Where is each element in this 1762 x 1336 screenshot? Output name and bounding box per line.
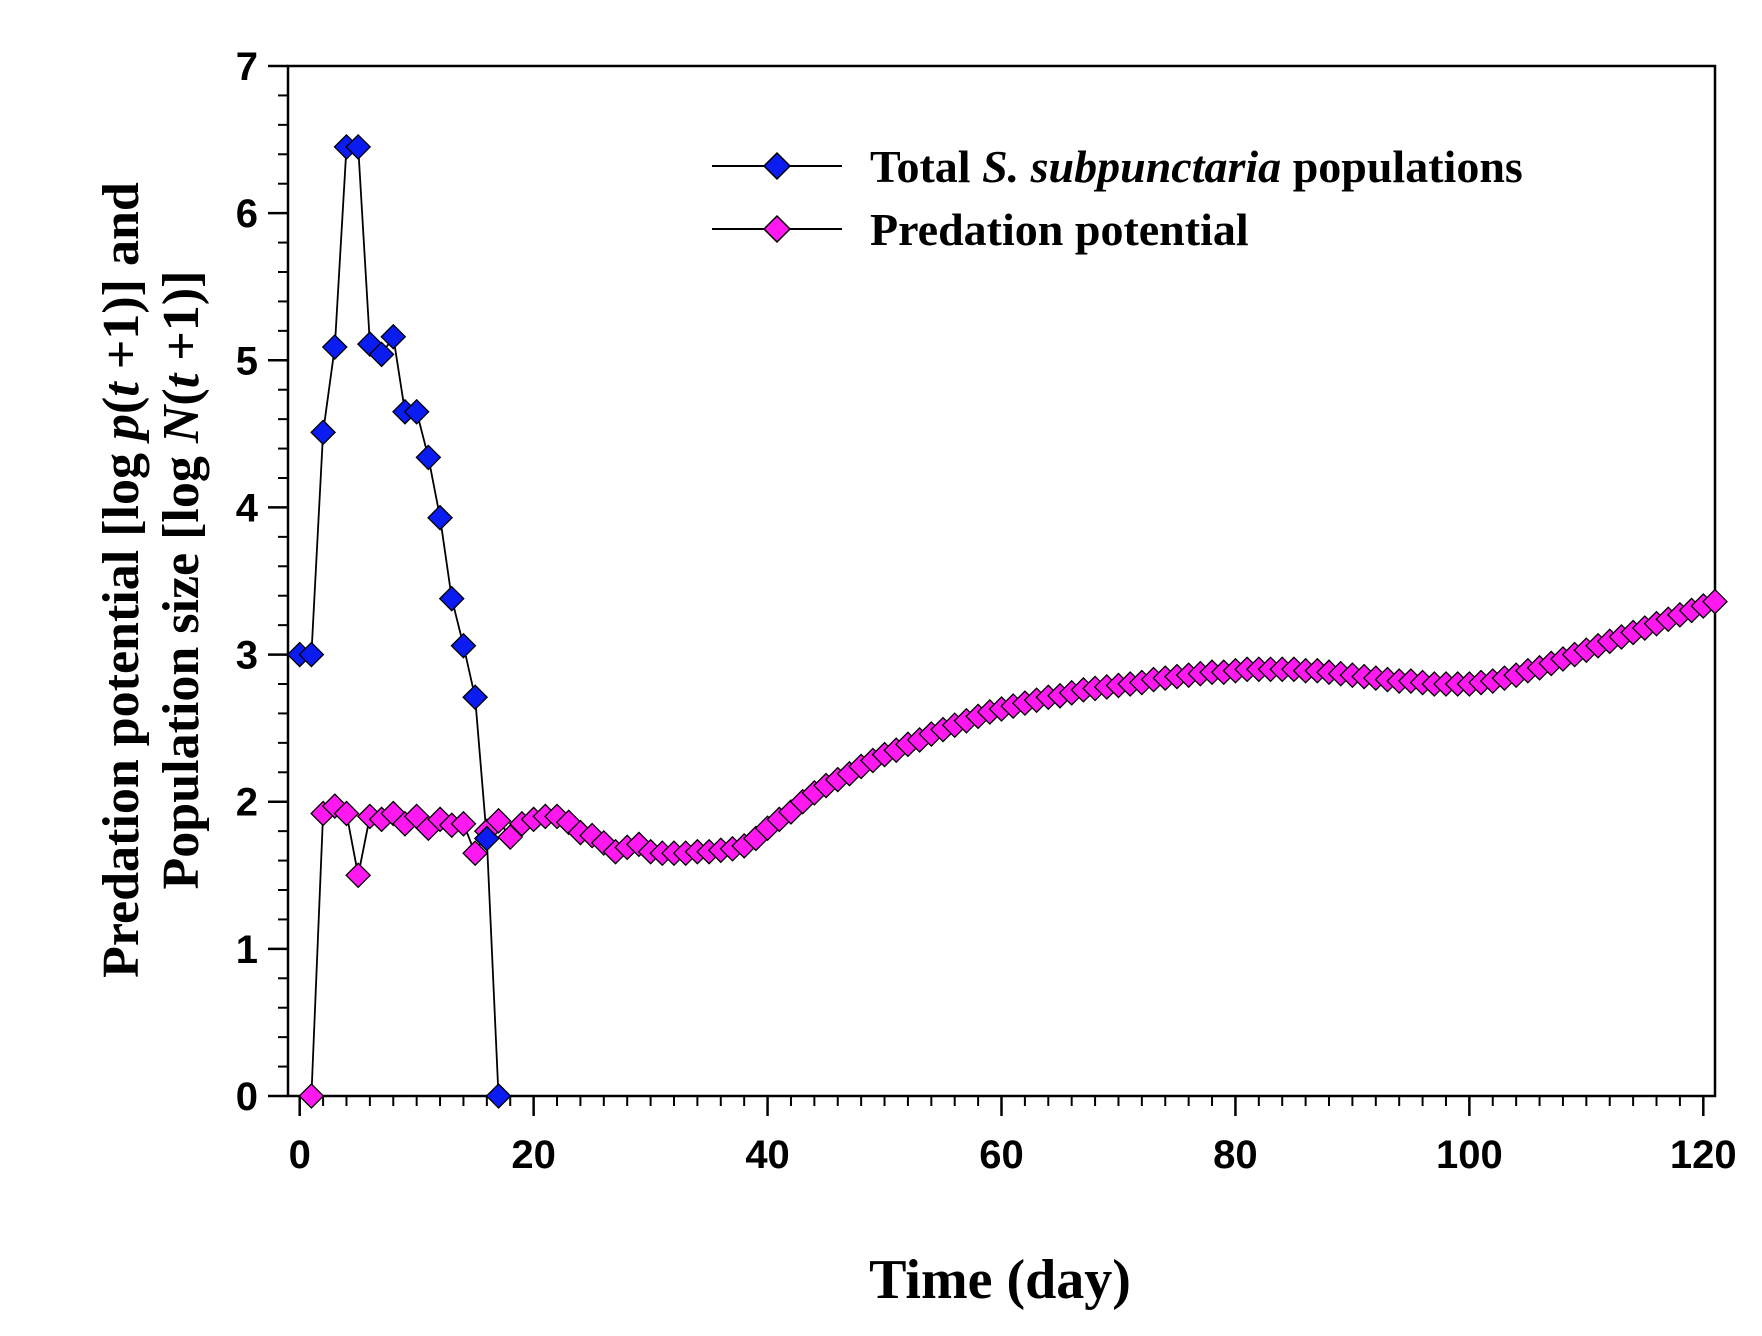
svg-text:Predation potential [log p(t +: Predation potential [log p(t +1)] and	[93, 182, 150, 978]
x-tick-label: 100	[1436, 1133, 1503, 1177]
data-point-series-0	[485, 1083, 512, 1109]
svg-text:Predation potential: Predation potential	[870, 204, 1249, 255]
data-point-series-0	[321, 334, 348, 360]
legend-label-population-post: populations	[1281, 141, 1523, 192]
x-tick-label: 20	[511, 1133, 556, 1177]
data-point-series-0	[345, 134, 372, 160]
y-title-line1-t: t	[93, 381, 150, 397]
data-point-series-0	[368, 341, 395, 368]
x-tick-label: 120	[1670, 1133, 1737, 1177]
data-point-series-1	[485, 807, 512, 834]
legend: Total S. subpunctaria populations Predat…	[712, 141, 1523, 255]
y-tick-label: 0	[236, 1075, 258, 1119]
legend-label-population-pre: Total	[870, 141, 982, 192]
x-tick-label: 0	[289, 1133, 311, 1177]
data-point-series-0	[473, 825, 500, 852]
x-tick-label: 40	[745, 1133, 790, 1177]
y-title-line2-var: N	[153, 403, 210, 444]
y-tick-label: 7	[236, 45, 258, 89]
x-tick-label: 60	[979, 1133, 1024, 1177]
svg-text:Total S. subpunctaria populati: Total S. subpunctaria populations	[870, 141, 1523, 192]
y-title-line2-t: t	[153, 372, 210, 388]
data-point-series-1	[1702, 588, 1728, 615]
data-point-series-0	[450, 632, 477, 659]
data-point-series-0	[403, 398, 430, 425]
y-tick-label: 2	[236, 781, 258, 825]
data-point-series-1	[345, 862, 372, 889]
y-tick-label: 3	[236, 634, 258, 678]
data-point-series-1	[298, 1083, 325, 1109]
series-markers	[286, 134, 1728, 1109]
y-tick-label: 6	[236, 192, 258, 236]
data-point-series-0	[462, 684, 489, 711]
data-point-series-0	[310, 419, 337, 446]
y-title-line1-paren: (	[93, 397, 150, 414]
y-tick-label: 5	[236, 339, 258, 383]
series-line-0	[299, 145, 500, 1097]
data-point-series-1	[450, 810, 477, 837]
series-lines	[299, 145, 1716, 1097]
y-title-line2-a: Population size [log	[153, 443, 210, 889]
legend-label-predation: Predation potential	[870, 204, 1249, 255]
data-point-series-0	[427, 504, 453, 531]
legend-marker-population	[762, 151, 792, 181]
data-point-series-0	[438, 585, 465, 612]
y-title-line2-e: +1)]	[153, 271, 210, 374]
data-point-series-1	[333, 800, 360, 827]
data-point-series-0	[298, 641, 325, 668]
legend-item-population: Total S. subpunctaria populations	[712, 141, 1523, 192]
y-title-line1-var: p	[93, 414, 150, 444]
data-point-series-1	[462, 840, 489, 867]
y-title-line1-a: Predation potential [log	[93, 440, 150, 978]
y-tick-label: 1	[236, 928, 258, 972]
data-point-series-0	[380, 323, 407, 350]
legend-label-population-italic: S. subpunctaria	[982, 141, 1281, 192]
x-axis-title: Time (day)	[869, 1249, 1131, 1311]
legend-item-predation: Predation potential	[712, 204, 1249, 255]
y-axis-title: Predation potential [log p(t +1)] and Po…	[93, 182, 210, 978]
x-tick-label: 80	[1213, 1133, 1258, 1177]
y-title-line1-e: +1)] and	[93, 182, 150, 382]
y-tick-label: 4	[236, 486, 259, 530]
y-title-line2-paren: (	[153, 388, 210, 405]
data-point-series-0	[415, 444, 442, 471]
data-point-series-1	[497, 824, 524, 850]
axis-ticks: 0 1 2 3 4 5 6 7 0 20 40 60 80 100 120	[236, 45, 1737, 1177]
svg-text:Population size [log N(t +1)]: Population size [log N(t +1)]	[153, 271, 210, 890]
legend-marker-predation	[762, 214, 792, 244]
